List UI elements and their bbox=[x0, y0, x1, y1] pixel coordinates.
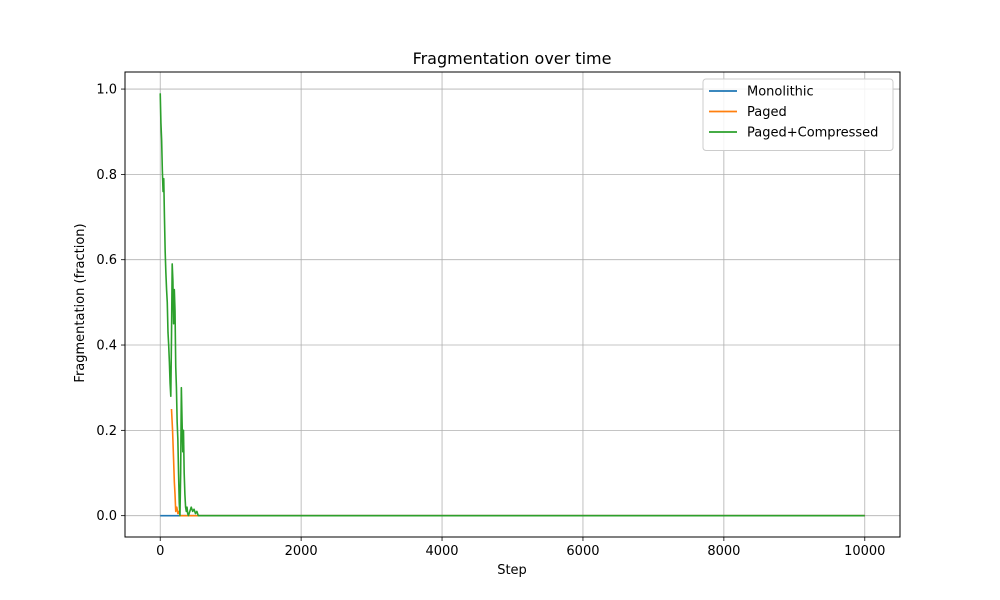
x-tick-label: 8000 bbox=[707, 544, 740, 559]
legend-box bbox=[702, 78, 894, 151]
x-tick-label: 2000 bbox=[285, 544, 318, 559]
x-tick-label: 10000 bbox=[844, 544, 885, 559]
legend: Monolithic Paged Paged+Compressed bbox=[702, 78, 894, 151]
legend-label-paged: Paged bbox=[747, 105, 787, 120]
y-axis-label: Fragmentation (fraction) bbox=[73, 223, 88, 382]
chart-title: Fragmentation over time bbox=[413, 49, 612, 68]
legend-label-monolithic: Monolithic bbox=[747, 85, 814, 100]
legend-label-paged-compressed: Paged+Compressed bbox=[747, 126, 878, 141]
series-layer bbox=[159, 93, 865, 517]
x-tick-label: 0 bbox=[156, 544, 164, 559]
y-tick-label: 0.0 bbox=[96, 509, 117, 524]
series-line-paged bbox=[170, 408, 865, 517]
x-axis-label: Step bbox=[497, 563, 527, 578]
y-tick-label: 0.6 bbox=[96, 253, 117, 268]
y-tick-label: 0.8 bbox=[96, 168, 117, 183]
y-tick-label: 0.4 bbox=[96, 339, 117, 354]
x-tick-label: 4000 bbox=[425, 544, 458, 559]
series-line-paged-compressed bbox=[159, 93, 865, 517]
y-tick-label: 0.2 bbox=[96, 424, 117, 439]
y-tick-label: 1.0 bbox=[96, 83, 117, 98]
plot-frame bbox=[124, 71, 901, 538]
tick-layer: 0 2000 4000 6000 8000 10000 0.0 0.2 0.4 0.6 0.8 1.0 bbox=[96, 83, 885, 559]
x-tick-label: 6000 bbox=[566, 544, 599, 559]
